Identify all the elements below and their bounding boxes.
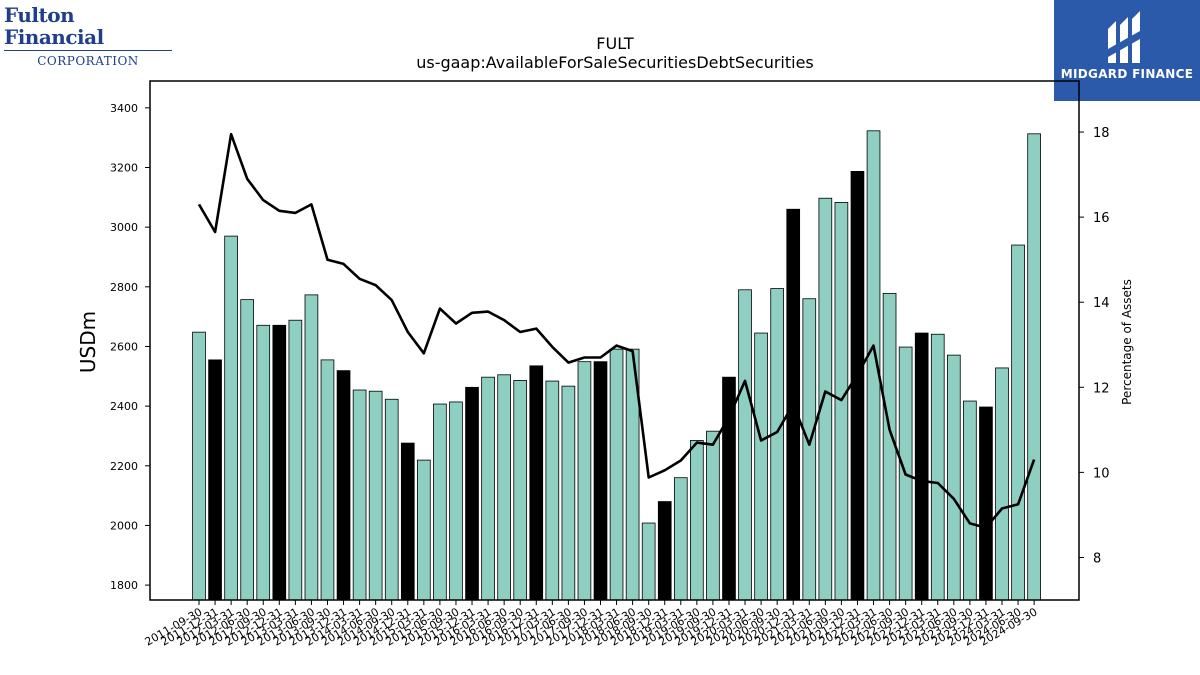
logo-left-name: Fulton Financial	[4, 3, 104, 49]
y-tick-label: 2400	[110, 400, 138, 413]
bar	[513, 380, 528, 601]
bar	[497, 374, 511, 601]
bar	[593, 361, 608, 601]
y2-axis-label: Percentage of Assets	[1120, 279, 1134, 405]
bar	[192, 331, 206, 601]
fulton-financial-logo: Fulton Financial CORPORATION	[4, 3, 176, 68]
bar	[561, 385, 576, 601]
bar	[722, 376, 736, 601]
y2-tick-label: 12	[1093, 381, 1110, 396]
y2-tick-label: 14	[1093, 296, 1110, 311]
bar	[979, 406, 993, 601]
y-axis-label: USDm	[76, 311, 100, 373]
bar	[352, 389, 367, 601]
y-tick-label: 2800	[110, 281, 138, 294]
bar	[304, 294, 319, 601]
bar	[481, 376, 495, 601]
bar	[272, 324, 287, 601]
bar	[256, 324, 271, 601]
bar	[545, 380, 560, 601]
bar	[336, 370, 351, 601]
bar	[963, 400, 977, 601]
bar	[818, 197, 833, 601]
bar	[673, 477, 688, 601]
bar	[995, 367, 1009, 601]
y-tick-label: 3200	[110, 162, 138, 175]
bar	[882, 292, 897, 601]
bar	[946, 354, 961, 601]
line-group	[197, 132, 1036, 530]
logo-left-rule	[4, 50, 172, 51]
bar	[368, 390, 383, 601]
y-tick-label: 3400	[110, 102, 138, 115]
bar	[577, 361, 592, 601]
bar	[1011, 244, 1025, 601]
bar-group	[192, 130, 1041, 601]
bar	[914, 332, 929, 601]
bar	[433, 403, 447, 601]
bar	[706, 430, 720, 601]
midgard-mark-icon	[1108, 11, 1140, 63]
y2-tick-label: 16	[1093, 211, 1110, 226]
bar	[738, 289, 752, 601]
y-tick-label: 2200	[110, 460, 138, 473]
bar	[320, 359, 335, 601]
bar	[400, 442, 415, 601]
bar	[770, 288, 784, 601]
logo-left-subname: CORPORATION	[37, 54, 139, 68]
bar	[240, 299, 255, 601]
bar	[465, 386, 479, 601]
bar	[449, 401, 463, 601]
y-tick-label: 2600	[110, 340, 138, 353]
bar	[802, 298, 817, 601]
bar	[641, 522, 656, 601]
bar	[754, 332, 768, 601]
bar	[609, 348, 624, 601]
logo-right-name: MIDGARD FINANCE	[1060, 67, 1194, 81]
y2-tick-label: 8	[1093, 551, 1101, 566]
chart-subtitle: us-gaap:AvailableForSaleSecuritiesDebtSe…	[416, 53, 814, 72]
bar	[850, 170, 865, 601]
bar	[930, 333, 945, 601]
bar	[690, 440, 704, 601]
bar	[1027, 133, 1041, 601]
series-line	[197, 132, 1036, 530]
y2-tick-label: 18	[1093, 126, 1110, 141]
plot-frame	[149, 80, 1080, 601]
y-tick-label: 3000	[110, 221, 138, 234]
y2-tick-label: 10	[1093, 466, 1110, 481]
bar	[417, 459, 431, 601]
y-tick-label: 2000	[110, 519, 138, 532]
bar	[657, 501, 672, 601]
chart-title: FULT	[596, 34, 634, 53]
y-tick-label: 1800	[110, 579, 138, 592]
bar	[529, 365, 544, 601]
bar	[208, 359, 222, 601]
bar	[384, 398, 399, 601]
bar	[224, 235, 238, 601]
bar	[288, 319, 303, 601]
